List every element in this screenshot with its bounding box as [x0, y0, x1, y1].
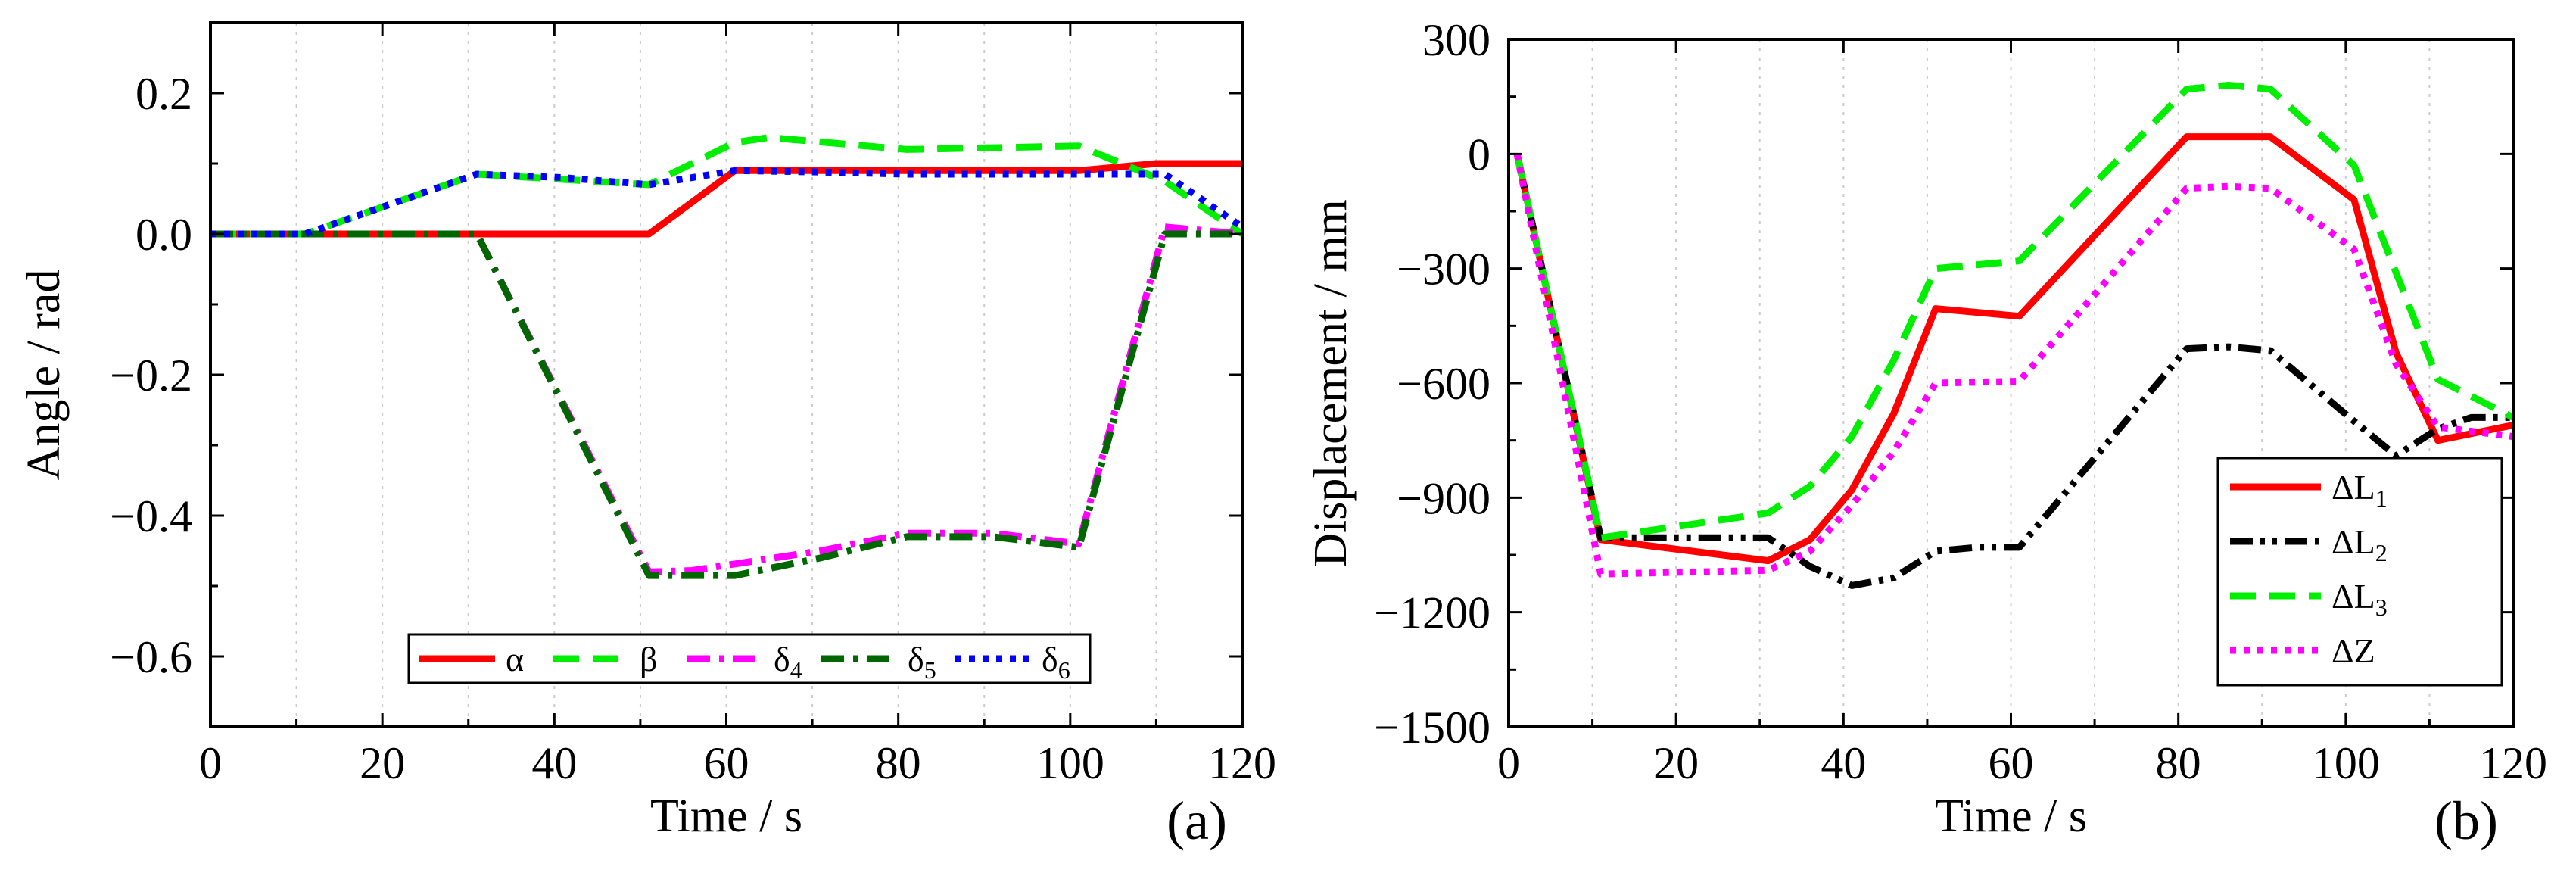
series-line-3: [210, 230, 1242, 579]
plot-frame: [209, 21, 1244, 728]
series-line-4: [210, 167, 1242, 238]
series-line-1: [210, 134, 1242, 238]
legend-label: δ6: [1042, 640, 1070, 684]
x-tick-label: 100: [1036, 738, 1104, 788]
legend-label: ΔZ: [2331, 631, 2375, 670]
x-tick-label: 20: [360, 738, 405, 788]
y-axis-label: Angle / rad: [18, 270, 70, 481]
y-axis-label: Displacement / mm: [1305, 199, 1357, 567]
y-tick-label: 300: [1422, 15, 1490, 65]
y-tick-label: −0.4: [110, 491, 192, 541]
panel-label: (b): [2434, 790, 2498, 851]
x-tick-label: 80: [876, 738, 921, 788]
series-line-0: [210, 160, 1242, 238]
x-tick-label: 40: [1821, 738, 1866, 788]
series-line-0: [1513, 133, 2513, 565]
legend: α β δ4 δ5 δ6: [407, 633, 1092, 684]
y-tick-label: −300: [1397, 245, 1490, 295]
y-tick-label: −900: [1397, 473, 1490, 523]
panel-label: (a): [1167, 790, 1227, 851]
legend-label: β: [640, 640, 657, 678]
x-tick-label: 20: [1653, 738, 1699, 788]
y-tick-label: −0.6: [110, 632, 192, 682]
y-tick-label: 0.0: [135, 210, 192, 260]
y-tick-label: 0: [1468, 129, 1490, 179]
x-axis-label: Time / s: [1935, 790, 2087, 842]
chart-panel-b: 0 20 40 60 80 100 120 300 0 −300 −600 −900 −1200 −150…: [1305, 15, 2547, 851]
legend: ΔL1 ΔL2 ΔL3 ΔZ: [2216, 457, 2503, 687]
legend-label: δ4: [774, 640, 802, 684]
x-tick-label: 120: [2479, 738, 2547, 788]
legend-label: α: [506, 640, 524, 678]
y-tick-label: −600: [1397, 359, 1490, 409]
legend-label: δ5: [908, 640, 936, 684]
legend-label: ΔL2: [2331, 522, 2388, 566]
chart-panel-a: 0 20 40 60 80 100 120 0.2 0.0 −0.2 −0.4 −0.6 Time / …: [18, 21, 1276, 851]
x-tick-label: 40: [531, 738, 577, 788]
x-tick-label: 80: [2156, 738, 2201, 788]
legend-box: [2216, 457, 2503, 687]
x-tick-label: 60: [1989, 738, 2034, 788]
x-tick-label: 100: [2312, 738, 2380, 788]
series-line-2: [1513, 82, 2513, 541]
y-tick-label: −1500: [1374, 703, 1490, 753]
x-tick-label: 60: [704, 738, 749, 788]
series-line-3: [1513, 153, 2513, 578]
x-tick-label: 120: [1208, 738, 1276, 788]
x-tick-label: 0: [199, 738, 222, 788]
y-tick-label: 0.2: [135, 69, 192, 119]
series-line-1: [1513, 153, 2513, 589]
x-axis-label: Time / s: [650, 790, 802, 842]
legend-label: ΔL3: [2331, 577, 2388, 621]
y-tick-label: −0.2: [110, 351, 192, 401]
legend-label: ΔL1: [2331, 468, 2388, 512]
y-tick-label: −1200: [1374, 588, 1490, 638]
x-tick-label: 0: [1497, 738, 1520, 788]
